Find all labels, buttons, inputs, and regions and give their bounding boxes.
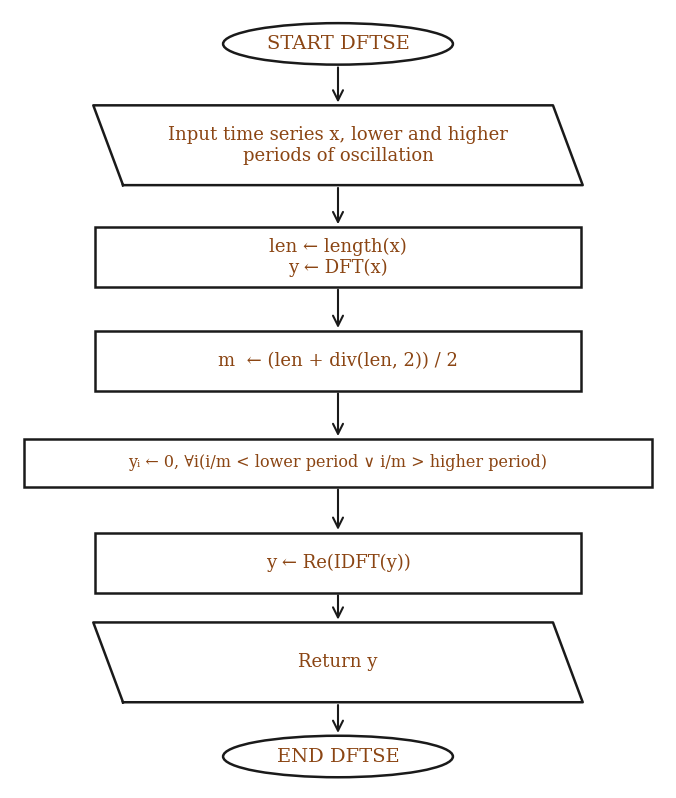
Text: END DFTSE: END DFTSE xyxy=(276,748,400,765)
Text: len ← length(x)
y ← DFT(x): len ← length(x) y ← DFT(x) xyxy=(269,237,407,277)
Polygon shape xyxy=(93,622,583,702)
Text: Input time series x, lower and higher
periods of oscillation: Input time series x, lower and higher pe… xyxy=(168,126,508,164)
Text: Return y: Return y xyxy=(298,654,378,671)
Bar xyxy=(24,439,652,487)
Text: m  ← (len + div(len, 2)) / 2: m ← (len + div(len, 2)) / 2 xyxy=(218,352,458,369)
Bar xyxy=(95,330,581,390)
Bar xyxy=(95,227,581,287)
Ellipse shape xyxy=(223,23,453,65)
Text: START DFTSE: START DFTSE xyxy=(266,35,410,53)
Polygon shape xyxy=(93,105,583,185)
Text: y ← Re(IDFT(y)): y ← Re(IDFT(y)) xyxy=(266,554,410,571)
Ellipse shape xyxy=(223,736,453,777)
Text: yᵢ ← 0, ∀i(i/m < lower period ∨ i/m > higher period): yᵢ ← 0, ∀i(i/m < lower period ∨ i/m > hi… xyxy=(128,454,548,472)
Bar xyxy=(95,533,581,592)
